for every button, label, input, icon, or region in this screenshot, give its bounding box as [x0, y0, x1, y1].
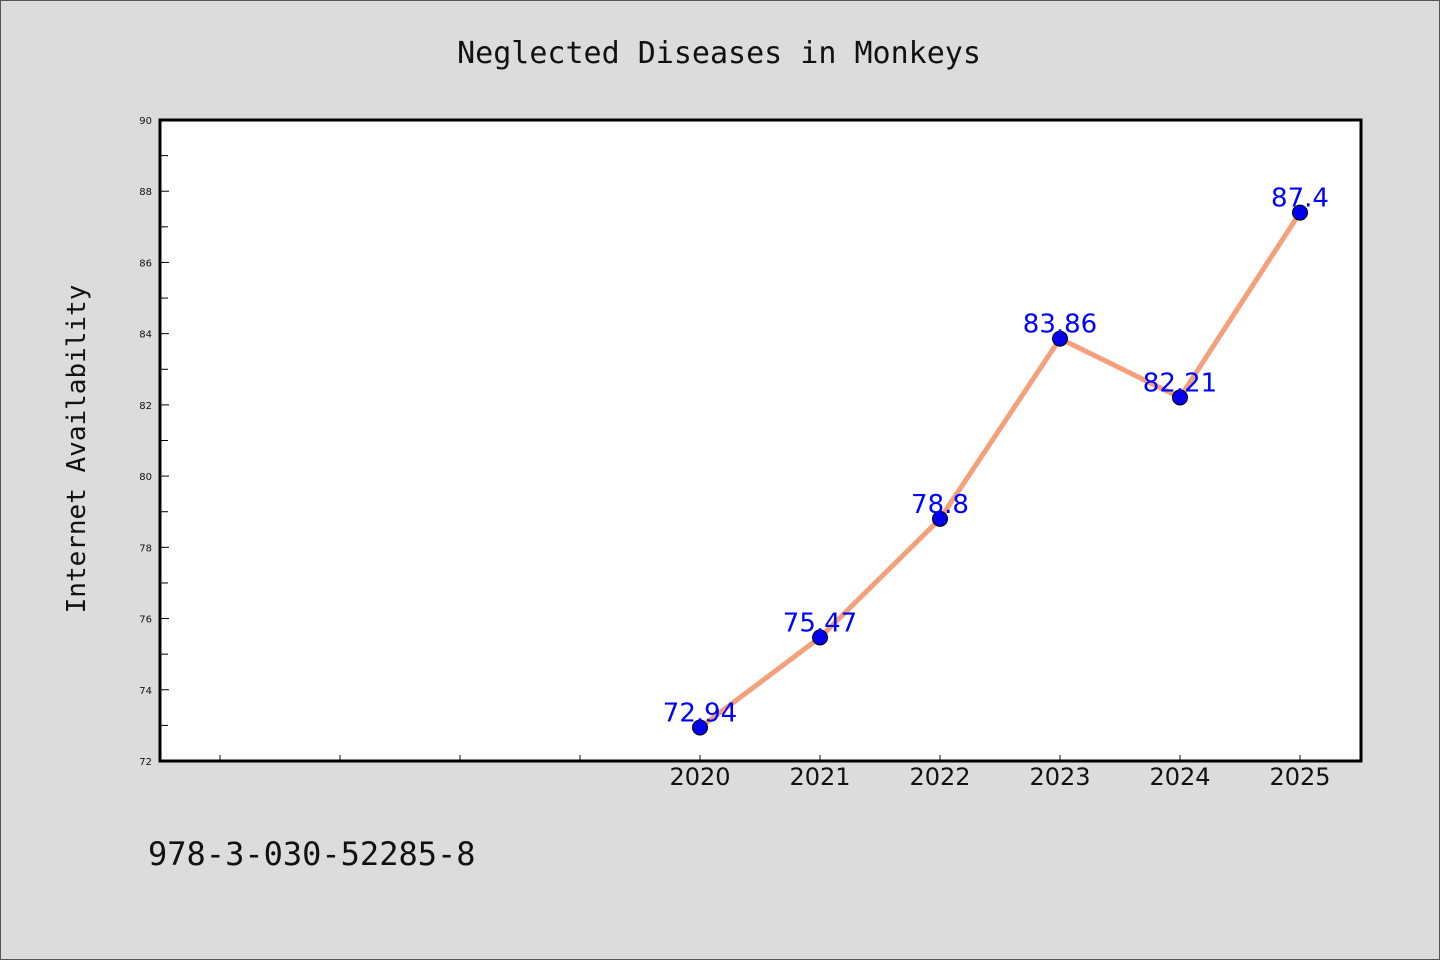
plot-area [158, 118, 1363, 763]
chart-title: Neglected Diseases in Monkeys [457, 36, 981, 71]
y-axis: 72 74 76 78 80 82 84 86 88 90 [139, 116, 169, 768]
y-tick-label: 74 [139, 686, 152, 697]
y-tick-label: 82 [139, 401, 152, 412]
x-tick-label: 2024 [1149, 763, 1210, 791]
x-axis: 2020 2021 2022 2023 2024 2025 [219, 755, 1331, 791]
y-tick-label: 78 [139, 543, 152, 554]
data-label: 78.8 [911, 490, 969, 520]
isbn-text: 978-3-030-52285-8 [148, 835, 476, 873]
y-tick-label: 72 [139, 757, 152, 768]
y-tick-label: 86 [139, 258, 152, 269]
data-label: 87.4 [1271, 184, 1329, 214]
x-tick-label: 2022 [909, 763, 970, 791]
y-tick-label: 84 [139, 330, 152, 341]
x-tick-label: 2021 [789, 763, 850, 791]
x-tick-label: 2023 [1029, 763, 1090, 791]
data-point [932, 510, 948, 527]
y-tick-label: 80 [139, 472, 152, 483]
x-tick-label: 2020 [669, 763, 730, 791]
data-label: 75.47 [783, 608, 857, 638]
data-label: 72.94 [663, 699, 737, 729]
x-tick-label: 2025 [1269, 763, 1330, 791]
data-point [1292, 204, 1308, 221]
series-line [697, 210, 1303, 731]
series-layer [692, 204, 1308, 736]
data-point [1172, 389, 1188, 406]
data-labels: 72.94 75.47 78.8 83.86 82.21 87.4 [663, 184, 1329, 729]
y-tick-label: 88 [139, 187, 152, 198]
y-tick-label: 76 [139, 615, 152, 626]
data-label: 83.86 [1023, 310, 1097, 340]
y-tick-label: 90 [139, 116, 152, 127]
y-axis-label: Internet Availability [62, 285, 92, 614]
data-label: 82.21 [1143, 368, 1217, 398]
data-point [1052, 330, 1068, 347]
data-point [692, 719, 708, 736]
data-point [812, 629, 828, 646]
